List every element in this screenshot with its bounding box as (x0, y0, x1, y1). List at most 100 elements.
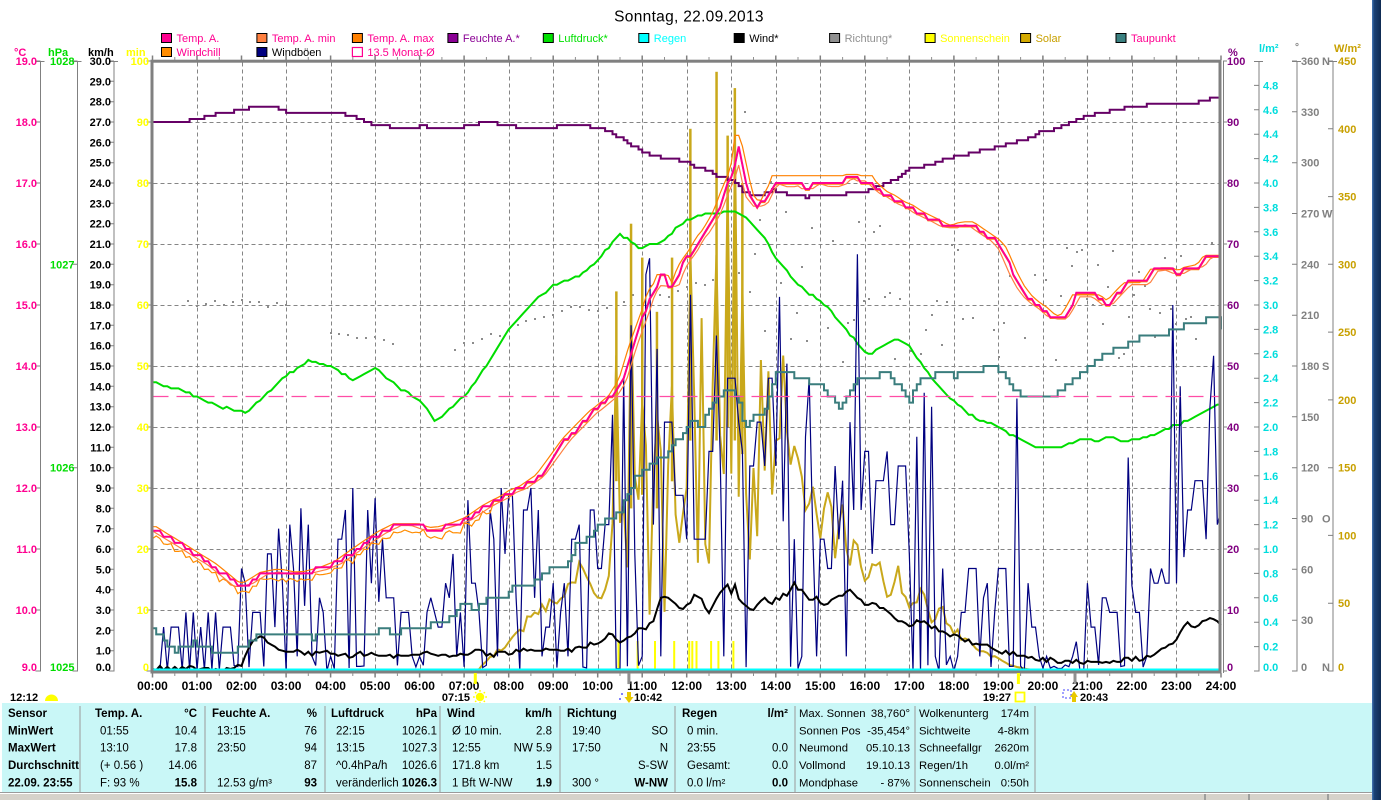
svg-text:1.6: 1.6 (1263, 471, 1278, 483)
svg-text:12.0: 12.0 (90, 422, 111, 434)
svg-text:22.09. 23:55: 22.09. 23:55 (8, 778, 73, 790)
svg-text:400: 400 (1338, 124, 1356, 136)
svg-text:04:00: 04:00 (315, 679, 346, 693)
svg-text:80: 80 (1227, 178, 1239, 190)
svg-text:20: 20 (137, 544, 149, 556)
svg-text:25.0: 25.0 (90, 158, 111, 170)
svg-text:Sensor: Sensor (8, 708, 48, 720)
svg-text:87: 87 (304, 760, 317, 772)
svg-text:23.0: 23.0 (90, 198, 111, 210)
svg-text:1.9: 1.9 (536, 778, 552, 790)
svg-text:W: W (1322, 209, 1333, 221)
svg-text:1026.6: 1026.6 (402, 760, 437, 772)
svg-text:76: 76 (304, 726, 317, 738)
svg-text:18:00: 18:00 (939, 679, 970, 693)
svg-text:15.8: 15.8 (175, 778, 198, 790)
svg-text:08:00: 08:00 (493, 679, 524, 693)
svg-text:Mondphase: Mondphase (799, 778, 858, 790)
svg-text:4.0: 4.0 (96, 585, 111, 597)
svg-text:Neumond: Neumond (799, 743, 848, 755)
svg-text:12.0: 12.0 (16, 483, 37, 495)
svg-text:0.8: 0.8 (1263, 568, 1278, 580)
svg-text:50: 50 (1338, 598, 1350, 610)
svg-text:17.0: 17.0 (16, 178, 37, 190)
svg-text:Sichtweite: Sichtweite (919, 726, 971, 738)
svg-text:O: O (1322, 514, 1331, 526)
svg-text:22:15: 22:15 (336, 726, 365, 738)
svg-text:Schneefallgr: Schneefallgr (919, 743, 982, 755)
svg-text:01:00: 01:00 (182, 679, 213, 693)
svg-text:2.6: 2.6 (1263, 349, 1278, 361)
svg-text:W/m²: W/m² (1334, 43, 1361, 55)
svg-text:15.0: 15.0 (16, 300, 37, 312)
svg-text:Luftdruck: Luftdruck (331, 708, 385, 720)
svg-text:60: 60 (1227, 300, 1239, 312)
svg-text:Regen: Regen (654, 33, 686, 45)
svg-text:%: % (307, 708, 317, 720)
svg-text:02:00: 02:00 (226, 679, 257, 693)
svg-text:19:27: 19:27 (983, 692, 1011, 704)
svg-text:12:55: 12:55 (452, 743, 481, 755)
svg-text:Vollmond: Vollmond (799, 760, 845, 772)
svg-text:30: 30 (1301, 615, 1313, 627)
svg-text:1.5: 1.5 (536, 760, 552, 772)
svg-text:0.6: 0.6 (1263, 593, 1278, 605)
svg-text:10.0: 10.0 (16, 605, 37, 617)
svg-text:38,760°: 38,760° (871, 708, 910, 720)
svg-text:0.0: 0.0 (1263, 662, 1278, 674)
svg-text:Feuchte A.*: Feuchte A.* (463, 33, 521, 45)
svg-text:09:00: 09:00 (538, 679, 569, 693)
svg-text:Sonntag, 22.09.2013: Sonntag, 22.09.2013 (614, 9, 764, 26)
svg-text:0.2: 0.2 (1263, 642, 1278, 654)
svg-text:0: 0 (1227, 662, 1233, 674)
svg-text:11.0: 11.0 (90, 442, 111, 454)
svg-text:N: N (1322, 662, 1330, 674)
svg-text:1.2: 1.2 (1263, 520, 1278, 532)
svg-text:50: 50 (137, 361, 149, 373)
svg-text:01:55: 01:55 (100, 726, 129, 738)
svg-text:30.0: 30.0 (90, 56, 111, 68)
svg-text:22.0: 22.0 (90, 219, 111, 231)
svg-text:l/m²: l/m² (768, 708, 789, 720)
svg-text:0:50h: 0:50h (1001, 778, 1029, 790)
svg-text:10:42: 10:42 (634, 692, 662, 704)
svg-text:- 87%: - 87% (880, 778, 910, 790)
svg-text:hPa: hPa (48, 47, 69, 59)
svg-text:10: 10 (1227, 605, 1239, 617)
svg-text:24.0: 24.0 (90, 178, 111, 190)
svg-text:4.8: 4.8 (1263, 80, 1278, 92)
svg-text:13:00: 13:00 (716, 679, 747, 693)
svg-text:0.0 l/m²: 0.0 l/m² (687, 778, 726, 790)
svg-text:l/m²: l/m² (1259, 43, 1279, 55)
svg-text:23:55: 23:55 (687, 743, 716, 755)
svg-text:13:10: 13:10 (100, 743, 129, 755)
svg-text:0.0: 0.0 (96, 662, 111, 674)
svg-text:1.0: 1.0 (96, 646, 111, 658)
svg-text:20.0: 20.0 (90, 259, 111, 271)
svg-text:(+ 0.56 ): (+ 0.56 ) (100, 760, 143, 772)
svg-text:Durchschnitt: Durchschnitt (8, 760, 79, 772)
svg-text:30: 30 (137, 483, 149, 495)
svg-text:23:00: 23:00 (1161, 679, 1192, 693)
svg-text:21.0: 21.0 (90, 239, 111, 251)
svg-text:40: 40 (137, 422, 149, 434)
svg-text:14.0: 14.0 (16, 361, 37, 373)
svg-text:10:00: 10:00 (582, 679, 613, 693)
svg-text:210: 210 (1301, 310, 1319, 322)
svg-text:150: 150 (1338, 463, 1356, 475)
svg-text:1026.1: 1026.1 (402, 726, 437, 738)
svg-text:70: 70 (1227, 239, 1239, 251)
svg-text:450: 450 (1338, 56, 1356, 68)
svg-text:30: 30 (1227, 483, 1239, 495)
svg-text:270: 270 (1301, 209, 1319, 221)
svg-text:1026.3: 1026.3 (402, 778, 437, 790)
svg-text:17:00: 17:00 (894, 679, 925, 693)
svg-text:13:15: 13:15 (336, 743, 365, 755)
svg-text:18.0: 18.0 (16, 117, 37, 129)
svg-text:F: 93 %: F: 93 % (100, 778, 140, 790)
svg-text:Richtung: Richtung (567, 708, 617, 720)
svg-text:Richtung*: Richtung* (845, 33, 893, 45)
svg-text:5.0: 5.0 (96, 564, 111, 576)
svg-text:1026: 1026 (50, 463, 74, 475)
svg-text:S: S (1322, 361, 1329, 373)
